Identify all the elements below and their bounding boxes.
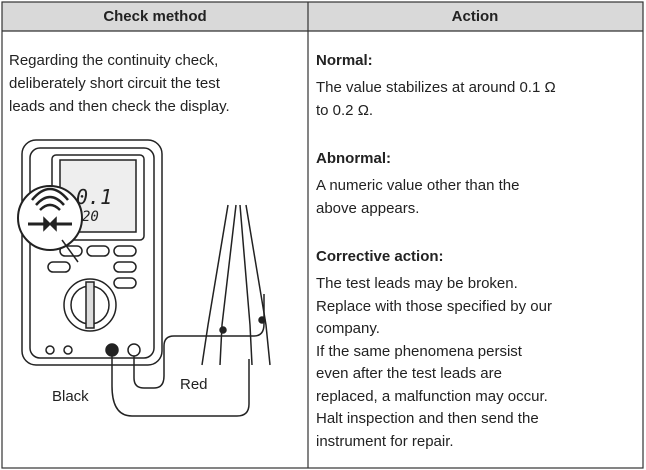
section-heading: Abnormal:: [316, 150, 391, 167]
text-line: Regarding the continuity check,: [9, 52, 219, 69]
text-line: Replace with those specified by our: [316, 297, 552, 315]
text-line: 20: [82, 209, 99, 225]
text-line: to 0.2 Ω.: [316, 101, 374, 119]
text-line: company.: [316, 320, 380, 337]
column-header: Action: [451, 8, 499, 25]
text-line: Black: [52, 388, 89, 405]
column-header: Check method: [103, 8, 207, 25]
section-heading: Normal:: [316, 52, 373, 69]
text-line: deliberately short circuit the test: [9, 75, 220, 92]
text-line: even after the test leads are: [316, 365, 502, 382]
text-line: The test leads may be broken.: [316, 275, 518, 292]
section-heading: Corrective action:: [316, 248, 444, 265]
text-line: Red: [180, 376, 208, 393]
header-bg: [2, 2, 643, 31]
text-line: instrument for repair.: [316, 432, 454, 450]
multimeter: [17, 139, 163, 366]
test-leads: [111, 204, 271, 417]
text-line: A numeric value other than the: [316, 177, 520, 194]
text-line: 0.1: [76, 185, 113, 209]
text-line: above appears.: [316, 199, 420, 217]
text-line: If the same phenomena persist: [316, 342, 522, 360]
text-line: The value stabilizes at around 0.1 Ω: [316, 79, 556, 96]
text-line: leads and then check the display.: [9, 98, 230, 115]
text-line: replaced, a malfunction may occur.: [316, 387, 548, 405]
text-line: Halt inspection and then send the: [316, 410, 539, 427]
